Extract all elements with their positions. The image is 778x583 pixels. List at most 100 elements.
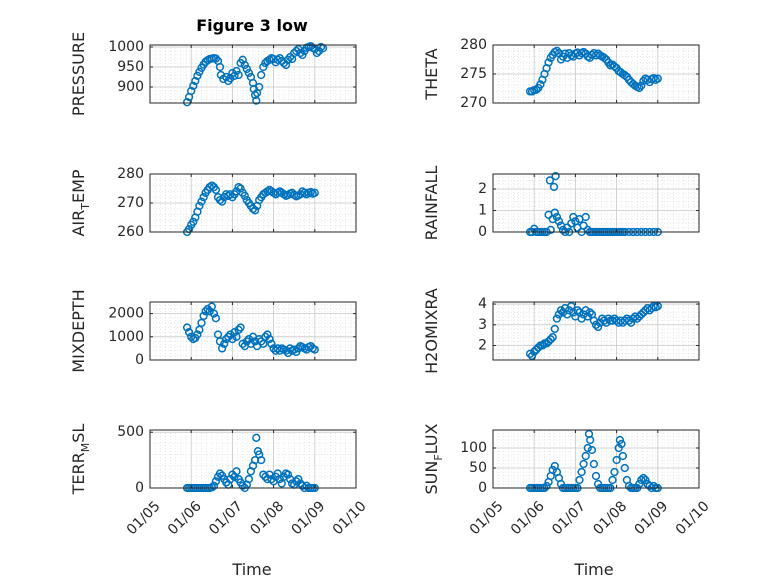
data-point [275,474,284,484]
data-point [573,306,582,315]
y-axis-label: H2OMIXRA [422,288,441,374]
data-point [189,81,198,90]
data-point [283,348,293,358]
data-point [617,439,626,449]
series-markers [525,301,662,361]
data-point [608,475,617,485]
y-axis-label-suffix: SL [69,424,88,443]
data-point [189,217,198,226]
y-tick-label: 280 [117,166,144,182]
data-point [624,75,634,84]
y-axis-label: SUNFLUX [422,423,445,494]
data-point [273,55,282,64]
data-point [257,70,266,80]
data-point [205,307,214,316]
data-point [242,64,251,74]
data-point [209,309,219,318]
data-point [234,70,243,80]
y-axis-label-main: TERR [69,452,88,495]
data-point [649,73,658,83]
y-tick-label: 270 [117,195,144,211]
data-point [635,83,644,93]
subplot-air: 260 270 280 AIRTEMP [69,166,357,240]
data-point [197,197,206,206]
data-point [310,188,319,197]
data-point [296,48,305,58]
data-point [257,337,266,346]
data-point [583,443,592,453]
data-point [530,347,539,356]
y-axis-label-main: PRESSURE [69,32,88,116]
data-point [187,86,196,96]
data-point [615,435,625,445]
x-tick-label: 01/10 [673,498,713,538]
data-point [653,74,662,83]
series-markers [525,429,662,493]
data-point [581,212,590,222]
data-point [312,48,322,58]
data-point [255,82,264,92]
y-tick-label: 900 [117,79,144,95]
data-point [265,334,274,344]
data-point [199,193,208,202]
data-point [610,62,619,71]
axes-box [149,429,357,489]
data-point [236,323,245,332]
data-point [242,337,251,346]
data-point [238,481,247,490]
x-tick-label: 01/09 [289,498,329,538]
x-tick-label: 01/07 [549,498,589,538]
y-axis-label-main: SUN [422,461,441,495]
y-axis-label-suffix: EMP [69,169,88,203]
data-point [600,53,609,62]
data-point [525,349,535,358]
y-tick-label: 2 [478,338,487,354]
x-axis-label-left: Time [231,560,271,579]
y-tick-label: 4 [478,296,487,312]
y-tick-label: 2 [478,181,487,197]
data-point [591,471,601,481]
major-grid [493,174,699,232]
data-point [257,455,266,465]
data-point [589,459,599,469]
data-point [542,339,551,348]
data-point [224,332,233,341]
data-point [536,80,545,89]
data-point [222,72,231,82]
y-axis-label-suffix: LUX [422,423,441,454]
data-point [620,463,629,473]
axes-box [149,301,357,361]
data-point [203,304,212,314]
y-tick-label: 275 [460,66,487,82]
y-tick-label: 3 [478,317,487,333]
plot-area [493,302,699,360]
data-point [191,76,200,86]
data-point [292,46,301,56]
data-point [195,67,204,76]
y-tick-label: 280 [460,37,487,53]
data-point [587,445,597,455]
data-point [544,58,553,67]
data-point [197,318,206,328]
data-point [551,171,560,181]
data-point [635,479,644,489]
y-axis-label: TERRMSL [69,424,92,496]
data-point [550,324,559,334]
data-point [579,47,588,57]
y-axis-label: MIXDEPTH [69,289,88,372]
data-point [546,335,555,344]
data-point [252,96,261,105]
data-point [209,481,219,490]
y-axis-label-main: AIR [69,210,88,237]
data-point [232,467,241,476]
y-tick-label: 0 [135,480,144,496]
data-point [575,475,584,485]
data-point [550,208,559,217]
data-point [548,465,557,475]
data-point [637,475,646,485]
data-point [215,62,225,72]
data-point [639,473,648,483]
x-tick-label: 01/05 [124,498,164,538]
data-point [236,184,245,193]
